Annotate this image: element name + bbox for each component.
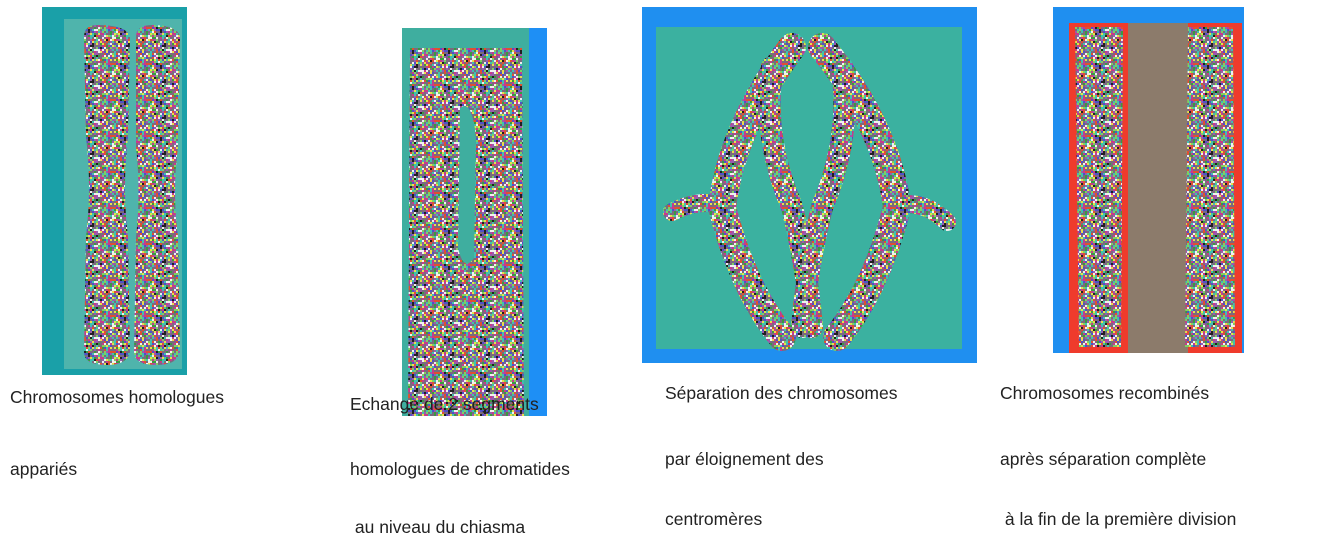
caption-line: Séparation des chromosomes [665, 385, 897, 403]
chromosome [1075, 27, 1123, 347]
image-chiasma [402, 28, 547, 416]
chromosome [1185, 27, 1235, 347]
frame [529, 28, 547, 416]
caption-line: après séparation complète [1000, 451, 1206, 469]
caption-line: centromères [665, 511, 762, 529]
background-patch [1128, 23, 1188, 353]
caption-line: Chromosomes recombinés [1000, 385, 1209, 403]
image-separation [642, 7, 977, 363]
caption-line: appariés [10, 461, 77, 479]
arm [672, 203, 727, 212]
caption-line: homologues de chromatides [350, 461, 570, 479]
caption-line: à la fin de la première division [1000, 511, 1236, 529]
caption-line: Chromosomes homologues [10, 389, 224, 407]
caption-line: par éloignement des [665, 451, 824, 469]
image-recombined [1053, 7, 1244, 353]
chromosome [134, 25, 180, 365]
chromosome [84, 25, 130, 365]
image-paired-chromosomes [42, 7, 187, 375]
caption-line: au niveau du chiasma [350, 519, 525, 537]
page: Chromosomes homologues appariés Echange … [0, 0, 1336, 547]
caption-line: Echange de 2 segments [350, 396, 539, 414]
gap [458, 106, 476, 264]
